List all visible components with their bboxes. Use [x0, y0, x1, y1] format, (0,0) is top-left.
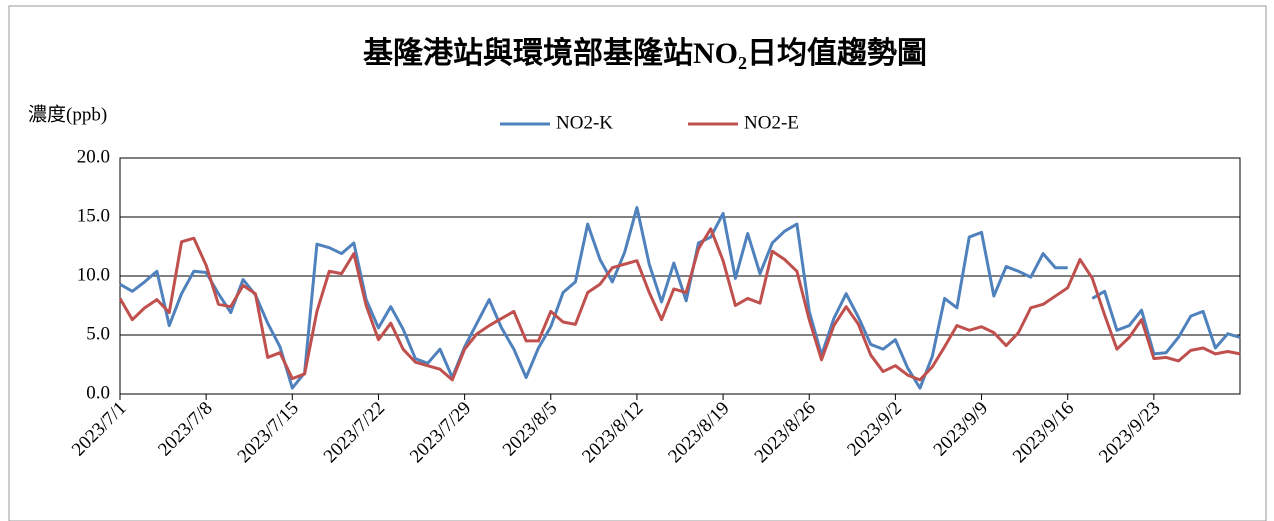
legend-label: NO2-K — [556, 112, 613, 133]
legend-label: NO2-E — [744, 112, 799, 133]
y-tick-label: 15.0 — [77, 205, 110, 226]
y-tick-label: 10.0 — [77, 264, 110, 285]
y-axis-label: 濃度(ppb) — [28, 103, 107, 125]
y-tick-label: 20.0 — [77, 146, 110, 167]
y-tick-label: 0.0 — [86, 382, 110, 403]
y-tick-label: 5.0 — [86, 323, 110, 344]
series-line — [118, 227, 1241, 382]
chart-title: 基隆港站與環境部基隆站NO₂日均值趨勢圖 — [363, 36, 927, 70]
series-line — [119, 206, 1241, 390]
